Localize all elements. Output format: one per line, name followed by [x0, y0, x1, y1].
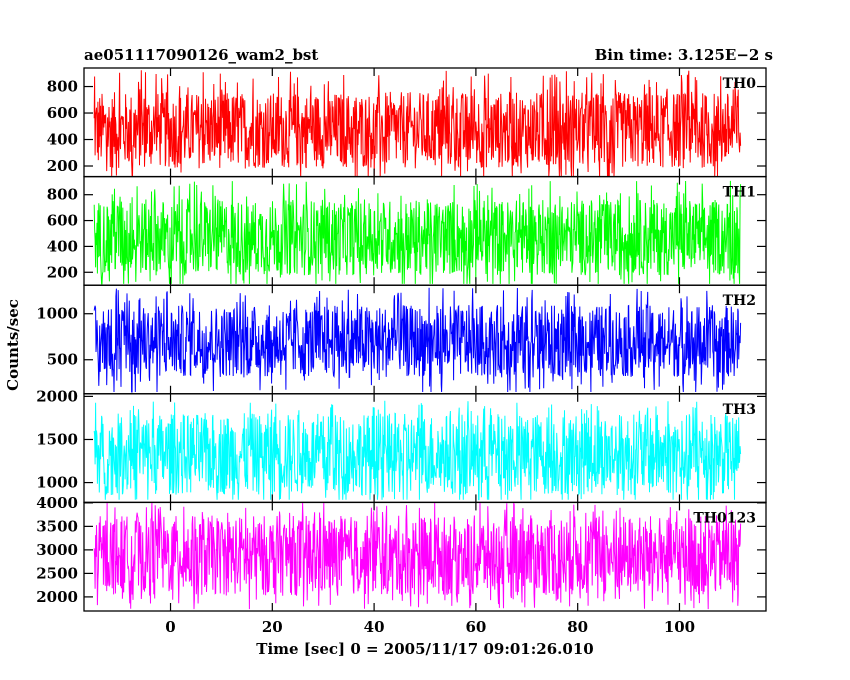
panel-label-th0123: TH0123	[693, 510, 756, 526]
x-tick-label: 60	[465, 618, 486, 636]
panel-th2: 500 1000 TH2	[36, 284, 767, 395]
y-tick-label: 2000	[36, 387, 78, 405]
series-line-th3	[93, 400, 742, 501]
series-line-th0	[93, 70, 742, 177]
panel-label-th3: TH3	[723, 402, 756, 418]
x-tick-label: 0	[165, 618, 175, 636]
chart-title: ae051117090126_wam2_bst	[84, 46, 318, 64]
y-tick-label: 1000	[36, 305, 78, 323]
y-tick-label: 600	[47, 212, 78, 230]
x-axis-label: Time [sec] 0 = 2005/11/17 09:01:26.010	[256, 640, 593, 658]
y-tick-label: 2000	[36, 588, 78, 606]
x-tick-label: 80	[567, 618, 588, 636]
series-line-th1	[93, 180, 742, 285]
x-tick-label: 20	[262, 618, 283, 636]
panel-th0: 200 400 600 800 TH0	[47, 67, 767, 178]
y-tick-label: 200	[47, 157, 78, 175]
x-tick-label: 40	[364, 618, 385, 636]
y-tick-label: 800	[47, 78, 78, 96]
y-tick-label: 1500	[36, 430, 78, 448]
y-tick-label: 800	[47, 186, 78, 204]
y-tick-label: 400	[47, 131, 78, 149]
panel-label-th1: TH1	[723, 185, 756, 201]
panel-th0123: 2000 2500 3000 3500 4000 TH0123	[36, 494, 767, 612]
series-line-th0123	[93, 502, 742, 610]
y-tick-label: 4000	[36, 494, 78, 512]
panel-label-th2: TH2	[723, 293, 756, 309]
y-tick-label: 500	[47, 351, 78, 369]
chart-subtitle: Bin time: 3.125E−2 s	[595, 46, 773, 64]
y-tick-label: 1000	[36, 474, 78, 492]
y-tick-label: 3000	[36, 541, 78, 559]
x-tick-label: 100	[664, 618, 695, 636]
y-tick-label: 200	[47, 263, 78, 281]
panel-frame	[83, 501, 767, 612]
y-tick-label: 3500	[36, 517, 78, 535]
series-line-th2	[93, 287, 742, 393]
y-tick-label: 600	[47, 104, 78, 122]
y-tick-label: 400	[47, 237, 78, 255]
y-axis-label: Counts/sec	[4, 299, 22, 391]
panel-th1: 200 400 600 800 TH1	[47, 175, 767, 286]
panel-label-th0: TH0	[723, 76, 757, 92]
y-tick-label: 2500	[36, 564, 78, 582]
panel-th3: 1000 1500 2000 TH3	[36, 387, 767, 504]
